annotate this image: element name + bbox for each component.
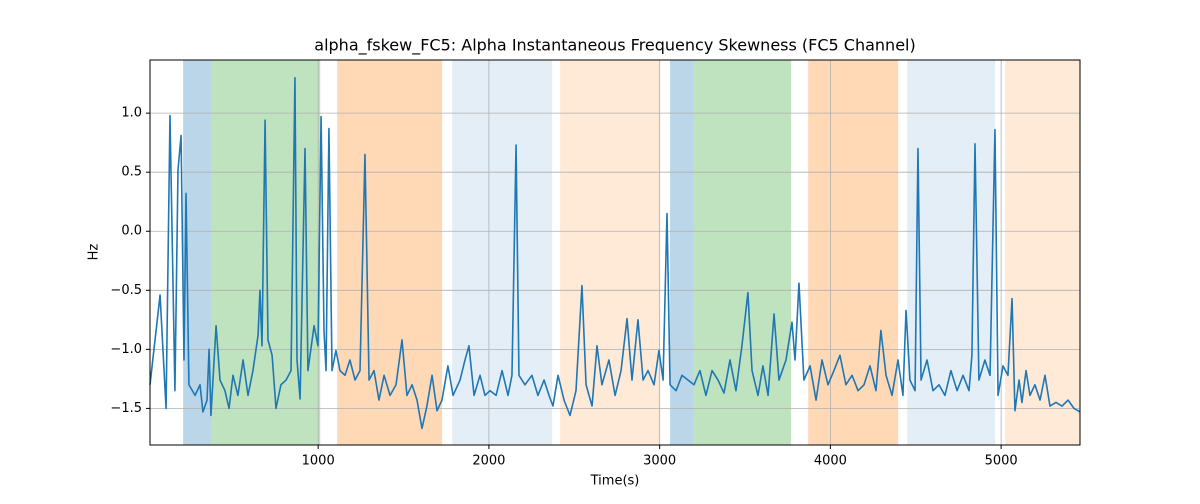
highlight-span: [808, 60, 899, 445]
highlight-span: [337, 60, 443, 445]
y-tick-label: −1.5: [110, 401, 142, 416]
highlight-span: [211, 60, 321, 445]
y-tick-label: −0.5: [110, 283, 142, 298]
highlight-span: [560, 60, 661, 445]
x-tick-label: 5000: [985, 454, 1018, 469]
y-tick-label: −1.0: [110, 342, 142, 357]
x-tick-label: 4000: [814, 454, 847, 469]
chart-title: alpha_fskew_FC5: Alpha Instantaneous Fre…: [314, 36, 915, 56]
x-tick-label: 3000: [643, 454, 676, 469]
highlight-span: [452, 60, 553, 445]
y-tick-label: 1.0: [121, 106, 142, 121]
x-tick-label: 1000: [302, 454, 335, 469]
x-axis-label: Time(s): [590, 474, 640, 489]
highlight-span: [907, 60, 996, 445]
y-axis-label: Hz: [87, 244, 102, 261]
x-tick-label: 2000: [472, 454, 505, 469]
y-tick-label: 0.5: [121, 165, 142, 180]
highlight-span: [183, 60, 212, 445]
plot-frame: [149, 59, 1081, 446]
y-tick-label: 0.0: [121, 224, 142, 239]
data-line: [149, 76, 1081, 430]
highlight-span: [670, 60, 694, 445]
highlight-span: [1005, 60, 1080, 445]
